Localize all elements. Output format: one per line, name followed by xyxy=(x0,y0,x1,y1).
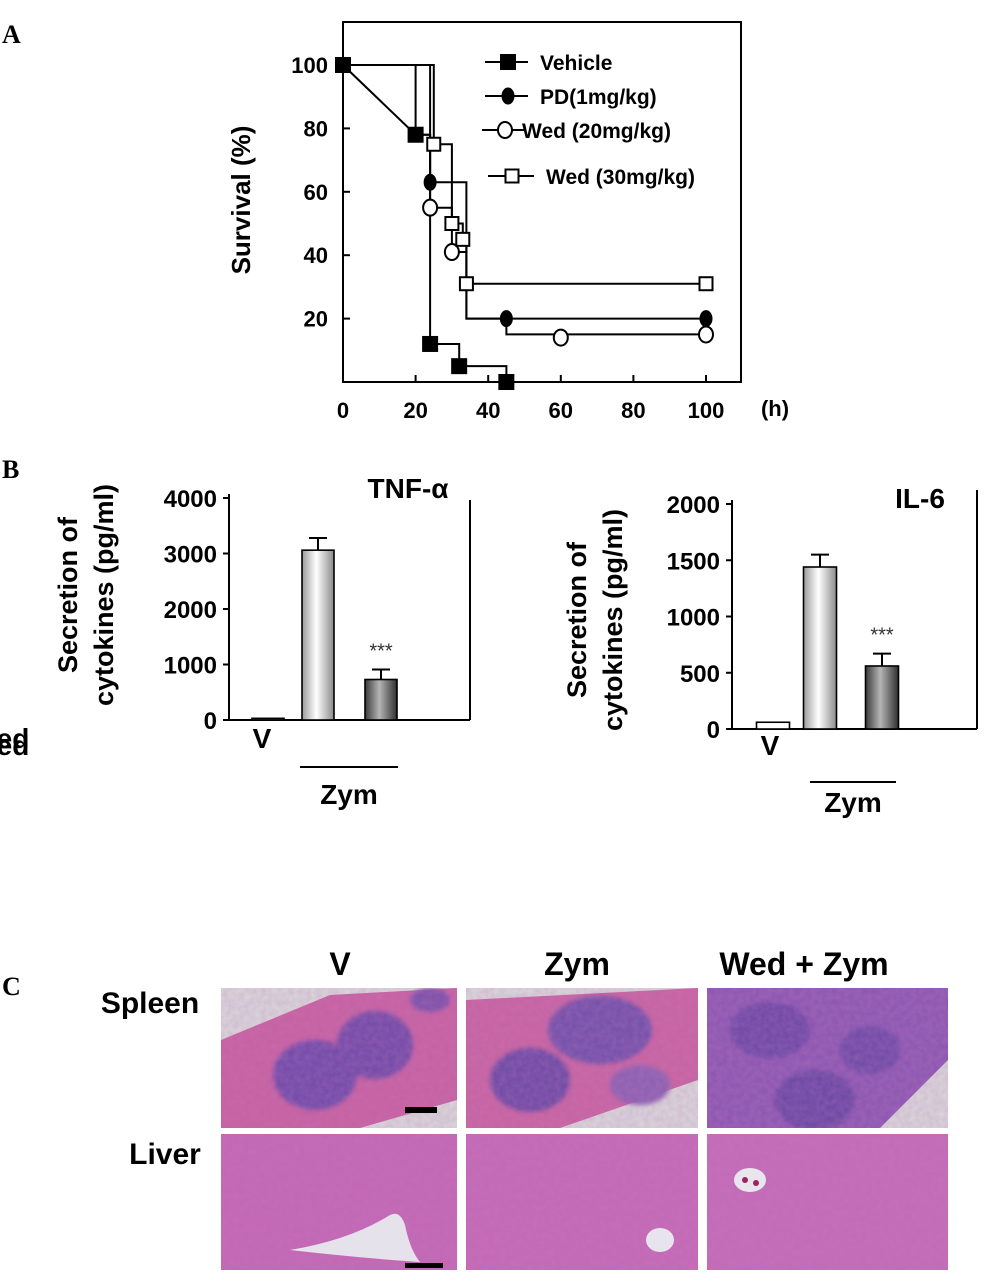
bar xyxy=(802,566,838,730)
bar xyxy=(251,717,285,721)
group-label: Zym xyxy=(320,779,378,810)
y-tick-label: 3000 xyxy=(164,542,217,569)
legend-marker-pd-1mg-kg xyxy=(501,87,515,105)
liver-wed-zym-image xyxy=(707,1134,948,1270)
y-axis-label: cytokines (pg/ml) xyxy=(598,509,628,731)
y-tick-label: 40 xyxy=(304,243,328,268)
bar xyxy=(364,678,398,721)
il6-bar-chart: Secretion of cytokines (pg/ml) 05001000150… xyxy=(0,483,978,818)
data-point-wed-30mg-kg xyxy=(444,216,460,231)
y-axis-label: Survival (%) xyxy=(226,126,256,275)
chart-title: TNF-α xyxy=(368,473,449,504)
x-tick-label: 100 xyxy=(688,398,725,423)
y-tick-label: 60 xyxy=(304,180,328,205)
y-tick-label: 1500 xyxy=(667,548,720,575)
y-tick-label: 80 xyxy=(304,116,328,141)
bar xyxy=(755,721,791,730)
legend-marker-wed-20mg-kg xyxy=(497,121,513,139)
panel-label-c: C xyxy=(2,972,21,1001)
series-line-vehicle xyxy=(342,64,508,382)
legend-marker-vehicle xyxy=(500,54,516,70)
x-tick-label: 0 xyxy=(337,398,349,423)
data-point-wed-20mg-kg xyxy=(552,328,569,347)
data-point-pd-1mg-kg xyxy=(499,310,513,328)
histology-panel: V Zym Wed + Zym Spleen Liver xyxy=(101,946,948,1270)
legend-label: Vehicle xyxy=(540,52,612,75)
bar xyxy=(864,665,900,730)
data-point-wed-30mg-kg xyxy=(426,136,442,152)
data-point-wed-20mg-kg xyxy=(422,198,439,217)
panel-label-b: B xyxy=(2,455,19,484)
liver-zym-image xyxy=(466,1134,698,1270)
y-tick-label: 0 xyxy=(707,717,720,744)
column-label-v: V xyxy=(329,946,351,982)
spleen-zym-image xyxy=(466,988,698,1128)
legend-label: PD(1mg/kg) xyxy=(540,86,657,109)
spleen-wed-zym-image xyxy=(707,988,948,1128)
data-point-vehicle xyxy=(498,374,515,390)
data-point-vehicle xyxy=(407,126,424,143)
y-tick-label: 1000 xyxy=(667,605,720,632)
significance-label: *** xyxy=(870,625,894,647)
data-point-wed-30mg-kg xyxy=(455,231,471,247)
tnf-alpha-bar-chart: Secretion of cytokines (pg/ml) 0 1000 2000 30… xyxy=(0,473,471,810)
x-axis-unit-label: (h) xyxy=(761,396,789,421)
legend-marker-wed-30mg-kg xyxy=(504,168,520,184)
y-axis-label: Secretion of xyxy=(53,516,83,673)
panel-label-a: A xyxy=(2,20,21,49)
y-axis-label: cytokines (pg/ml) xyxy=(89,484,119,706)
data-point-wed-20mg-kg xyxy=(443,243,460,262)
category-label: V xyxy=(761,730,780,761)
x-tick-label: 80 xyxy=(621,398,645,423)
x-tick-label: 60 xyxy=(549,398,573,423)
data-point-wed-30mg-kg xyxy=(698,276,714,292)
category-label: Wed xyxy=(0,730,29,761)
y-axis-label: Secretion of xyxy=(562,541,592,698)
y-tick-label: 0 xyxy=(204,708,217,735)
data-point-wed-20mg-kg xyxy=(698,325,714,344)
legend-label: Wed (30mg/kg) xyxy=(546,166,695,189)
scale-bar xyxy=(405,1107,437,1113)
data-point-vehicle xyxy=(335,57,351,73)
data-point-pd-1mg-kg xyxy=(699,310,713,328)
spleen-v-image xyxy=(221,988,457,1128)
data-point-vehicle xyxy=(451,358,468,375)
column-label-wed-zym: Wed + Zym xyxy=(719,946,888,982)
row-label-liver: Liver xyxy=(129,1138,201,1171)
bar xyxy=(301,549,335,721)
data-point-vehicle xyxy=(422,335,439,352)
y-tick-label: 20 xyxy=(304,307,328,332)
plot-frame xyxy=(342,21,742,383)
category-label: Wed xyxy=(0,723,29,754)
y-tick-label: 500 xyxy=(680,661,720,688)
liver-v-image xyxy=(221,1134,457,1270)
x-tick-label: 20 xyxy=(403,398,427,423)
data-point-wed-30mg-kg xyxy=(458,276,474,292)
group-label: Zym xyxy=(824,787,882,818)
x-tick-label: 40 xyxy=(476,398,500,423)
chart-title: IL-6 xyxy=(895,483,945,514)
y-tick-label: 2000 xyxy=(164,597,217,624)
survival-chart: 0 20 40 60 80 100 20 40 60 80 100 Vehicle PD(1mg/kg… xyxy=(226,21,789,423)
legend-label: Wed (20mg/kg) xyxy=(522,120,671,143)
category-label: V xyxy=(253,723,272,754)
y-tick-label: 1000 xyxy=(164,653,217,680)
scale-bar xyxy=(405,1263,443,1268)
y-tick-label: 100 xyxy=(291,53,328,78)
row-label-spleen: Spleen xyxy=(101,987,199,1020)
y-tick-label: 4000 xyxy=(164,486,217,513)
y-tick-label: 2000 xyxy=(667,492,720,519)
significance-label: *** xyxy=(369,640,393,662)
column-label-zym: Zym xyxy=(544,946,610,982)
data-point-pd-1mg-kg xyxy=(423,173,437,191)
